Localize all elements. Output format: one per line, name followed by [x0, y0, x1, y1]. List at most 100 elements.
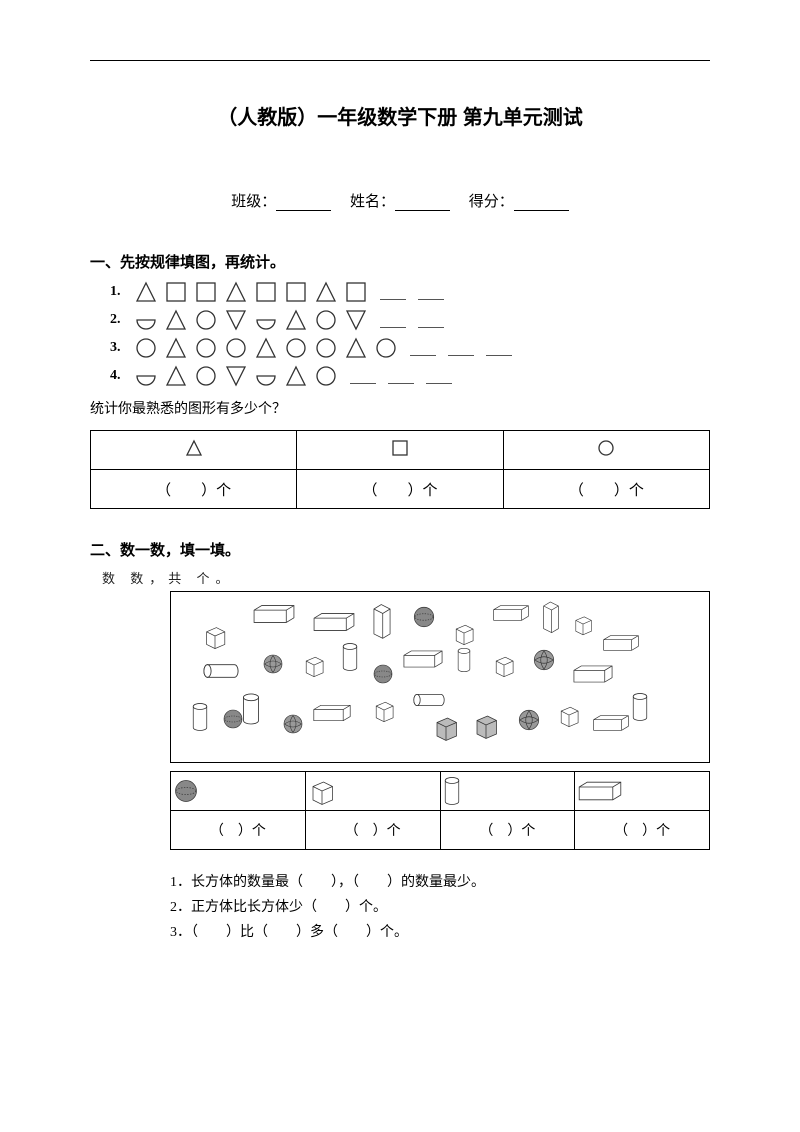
- solid-shape: [471, 710, 501, 740]
- class-label: 班级：: [231, 194, 276, 210]
- head-cylinder: [440, 772, 575, 811]
- triangle-icon: [314, 280, 338, 304]
- solid-shape: [301, 652, 327, 678]
- stat-count-triangle[interactable]: （ ）个: [91, 470, 297, 509]
- semicircle-icon: [134, 308, 158, 332]
- page-title: （人教版）一年级数学下册 第九单元测试: [90, 101, 710, 130]
- circle-icon: [224, 336, 248, 360]
- square-icon: [284, 280, 308, 304]
- student-info-line: 班级： 姓名： 得分：: [90, 190, 710, 211]
- invtriangle-icon: [344, 308, 368, 332]
- triangle-icon: [284, 364, 308, 388]
- solid-shape: [341, 642, 359, 672]
- solid-shape: [261, 652, 285, 676]
- count-sphere[interactable]: （ ）个: [171, 811, 306, 850]
- pattern-blank[interactable]: [418, 285, 444, 300]
- solid-shape: [251, 602, 297, 626]
- triangle-icon: [134, 280, 158, 304]
- row-number: 4.: [110, 368, 128, 384]
- semicircle-icon: [134, 364, 158, 388]
- semicircle-icon: [254, 364, 278, 388]
- row-number: 2.: [110, 312, 128, 328]
- stat-head-triangle: [91, 431, 297, 470]
- solid-shape: [281, 712, 305, 736]
- square-icon: [164, 280, 188, 304]
- name-label: 姓名：: [350, 194, 395, 210]
- solid-shape: [201, 662, 241, 680]
- solid-shape: [371, 662, 395, 686]
- pattern-blank[interactable]: [380, 313, 406, 328]
- q2: 2．正方体比长方体少（ ）个。: [170, 895, 710, 920]
- section2-title: 二、数一数，填一填。: [90, 539, 710, 560]
- pattern-rows-container: 1. 2. 3. 4.: [90, 280, 710, 388]
- solid-shape: [556, 702, 582, 728]
- stat-table: （ ）个 （ ）个 （ ）个: [90, 430, 710, 509]
- solid-shape: [451, 620, 477, 646]
- count-cube[interactable]: （ ）个: [305, 811, 440, 850]
- pattern-blank[interactable]: [426, 369, 452, 384]
- stat-count-circle[interactable]: （ ）个: [503, 470, 709, 509]
- stat-count-square[interactable]: （ ）个: [297, 470, 503, 509]
- pattern-row: 2.: [110, 308, 710, 332]
- triangle-icon: [164, 308, 188, 332]
- triangle-icon: [344, 336, 368, 360]
- score-label: 得分：: [469, 194, 514, 210]
- pattern-row: 3.: [110, 336, 710, 360]
- row-number: 3.: [110, 340, 128, 356]
- solid-shape: [401, 647, 445, 671]
- head-cuboid: [575, 772, 710, 811]
- section1-subtext: 统计你最熟悉的图形有多少个？: [90, 398, 710, 418]
- solid-shape: [571, 662, 615, 686]
- solid-shape: [191, 702, 209, 732]
- solid-shape: [591, 712, 631, 734]
- circle-icon: [374, 336, 398, 360]
- solid-shape: [571, 612, 595, 636]
- solid-shape: [491, 652, 517, 678]
- solid-shape: [431, 712, 461, 742]
- pattern-blank[interactable]: [350, 369, 376, 384]
- solid-shape: [371, 697, 397, 723]
- row-number: 1.: [110, 284, 128, 300]
- solid-shape: [516, 707, 542, 733]
- solid-shape: [311, 702, 353, 724]
- section1-title: 一、先按规律填图，再统计。: [90, 251, 710, 272]
- q1: 1．长方体的数量最（ ），（ ）的数量最少。: [170, 870, 710, 895]
- stat-head-circle: [503, 431, 709, 470]
- solid-shape: [201, 622, 229, 650]
- count-cuboid[interactable]: （ ）个: [575, 811, 710, 850]
- pattern-row: 1.: [110, 280, 710, 304]
- score-blank[interactable]: [514, 194, 569, 211]
- pattern-row: 4.: [110, 364, 710, 388]
- invtriangle-icon: [224, 364, 248, 388]
- solid-shape: [541, 598, 561, 634]
- pattern-blank[interactable]: [388, 369, 414, 384]
- circle-icon: [314, 308, 338, 332]
- solid-shape: [241, 692, 261, 726]
- circle-icon: [134, 336, 158, 360]
- solid-shape: [531, 647, 557, 673]
- circle-icon: [194, 364, 218, 388]
- pattern-blank[interactable]: [486, 341, 512, 356]
- circle-icon: [314, 336, 338, 360]
- pattern-blank[interactable]: [418, 313, 444, 328]
- pattern-blank[interactable]: [448, 341, 474, 356]
- class-blank[interactable]: [276, 194, 331, 211]
- top-rule: [90, 60, 710, 61]
- solid-shape: [411, 604, 437, 630]
- solid-shape: [311, 610, 357, 634]
- solid-shape: [601, 632, 641, 654]
- solids-box: [170, 591, 710, 763]
- pattern-blank[interactable]: [410, 341, 436, 356]
- circle-icon: [284, 336, 308, 360]
- solid-shape: [371, 600, 393, 640]
- name-blank[interactable]: [395, 194, 450, 211]
- count-cylinder[interactable]: （ ）个: [440, 811, 575, 850]
- square-icon: [254, 280, 278, 304]
- solid-shape: [456, 647, 472, 673]
- count-table: （ ）个 （ ）个 （ ）个 （ ）个: [170, 771, 710, 850]
- triangle-icon: [254, 336, 278, 360]
- pattern-blank[interactable]: [380, 285, 406, 300]
- questions: 1．长方体的数量最（ ），（ ）的数量最少。 2．正方体比长方体少（ ）个。 3…: [170, 870, 710, 946]
- solid-shape: [491, 602, 531, 624]
- triangle-icon: [284, 308, 308, 332]
